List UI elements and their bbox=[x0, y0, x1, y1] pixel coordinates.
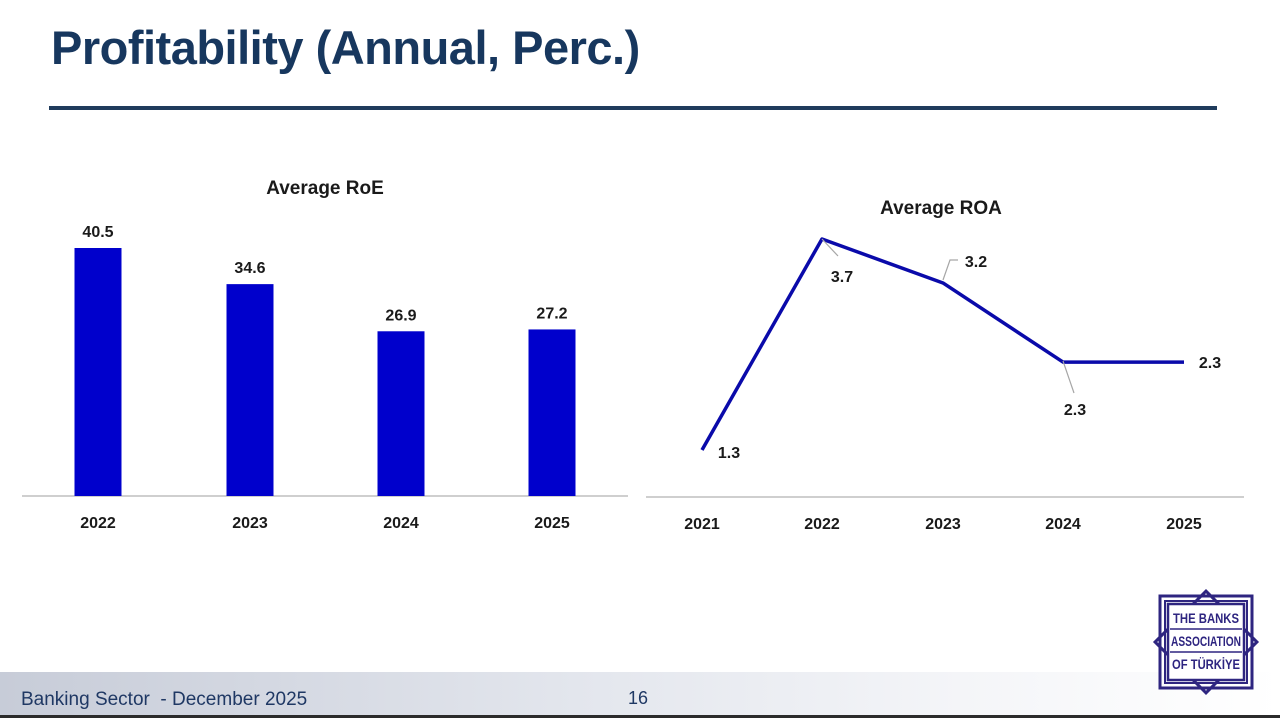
roa-x-tick-label: 2023 bbox=[925, 516, 961, 533]
logo-text-line1: THE BANKS bbox=[1173, 610, 1239, 626]
logo-text-line2: ASSOCIATION bbox=[1171, 633, 1241, 649]
bottom-border bbox=[0, 715, 1280, 718]
roa-data-label: 2.3 bbox=[1064, 402, 1086, 419]
title-divider bbox=[49, 106, 1217, 110]
roa-line-chart: Average ROA 1.3 2021 3.7 2022 3.2 2023 2.3 2024… bbox=[646, 198, 1244, 533]
roe-data-label: 27.2 bbox=[536, 305, 567, 322]
footer-band bbox=[0, 672, 1280, 718]
banks-association-logo: THE BANKS ASSOCIATION OF TÜRKİYE bbox=[1152, 588, 1260, 696]
roa-x-tick-label: 2022 bbox=[804, 516, 840, 533]
roe-bar-2023 bbox=[226, 284, 274, 496]
roa-data-label: 3.7 bbox=[831, 269, 853, 286]
page-number: 16 bbox=[628, 688, 649, 708]
roa-leader-line bbox=[942, 259, 958, 281]
roe-x-tick-label: 2022 bbox=[80, 515, 116, 532]
roe-bar-chart: Average RoE 40.5 2022 34.6 2023 26.9 2024 27.2… bbox=[22, 178, 628, 532]
roe-x-tick-label: 2023 bbox=[232, 515, 268, 532]
roe-data-label: 40.5 bbox=[82, 224, 113, 241]
roa-series-line bbox=[700, 237, 1184, 451]
roe-x-tick-label: 2025 bbox=[534, 515, 570, 532]
roa-data-label: 1.3 bbox=[718, 445, 740, 462]
logo-text-line3: OF TÜRKİYE bbox=[1172, 656, 1240, 672]
roe-x-tick-label: 2024 bbox=[383, 515, 419, 532]
roa-x-tick-label: 2024 bbox=[1045, 516, 1081, 533]
roa-leader-line bbox=[1062, 360, 1075, 394]
roe-data-label: 34.6 bbox=[234, 260, 265, 277]
page-title: Profitability (Annual, Perc.) bbox=[51, 21, 640, 74]
roe-bar-2022 bbox=[74, 248, 122, 496]
roe-bar-2024 bbox=[377, 331, 425, 496]
roa-data-label: 3.2 bbox=[965, 254, 987, 271]
roe-data-label: 26.9 bbox=[385, 307, 416, 324]
footer-label: Banking Sector - December 2025 bbox=[21, 689, 308, 710]
roe-chart-title: Average RoE bbox=[266, 178, 384, 199]
roa-x-tick-label: 2021 bbox=[684, 516, 720, 533]
roa-x-tick-label: 2025 bbox=[1166, 516, 1202, 533]
roe-bar-2025 bbox=[528, 329, 576, 496]
roa-data-label: 2.3 bbox=[1199, 355, 1221, 372]
roa-chart-title: Average ROA bbox=[880, 198, 1002, 219]
roa-leader-line bbox=[821, 238, 839, 257]
